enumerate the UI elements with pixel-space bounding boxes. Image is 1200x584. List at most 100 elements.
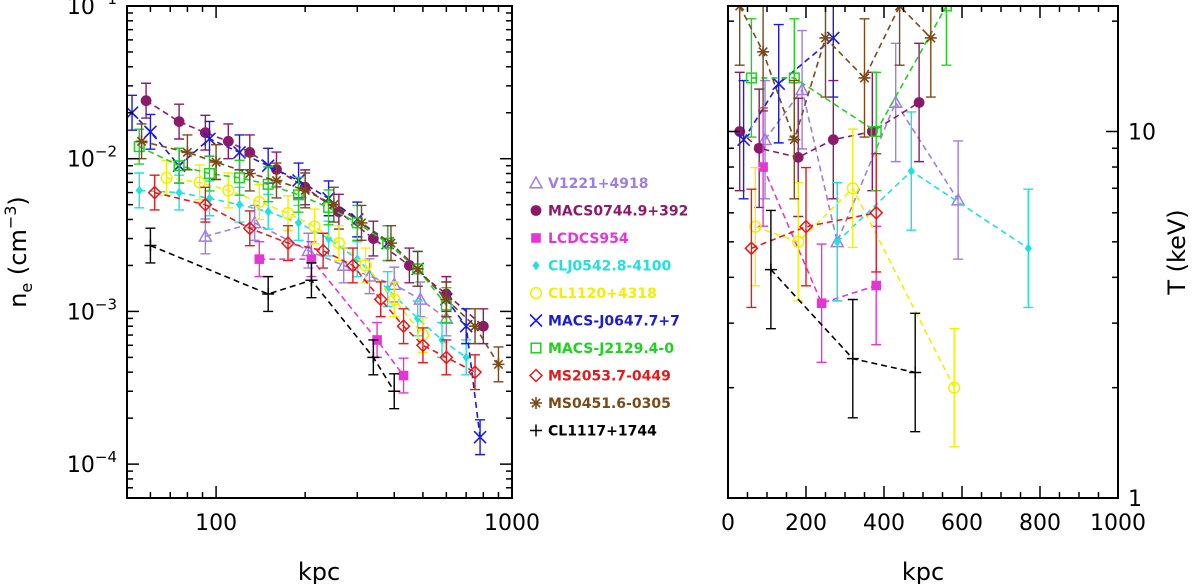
- data-point: [745, 72, 757, 84]
- data-point: [758, 162, 768, 172]
- error-bar: [347, 247, 358, 284]
- density-axis-ticks: 100 1000 10−4 10−3 10−2 10−1: [67, 0, 540, 536]
- x-tick-label: 800: [1019, 511, 1061, 536]
- legend-item: MACS0744.9+392: [530, 204, 688, 220]
- error-bar: [323, 189, 334, 226]
- data-point: [367, 351, 380, 364]
- legend-item: LCDCS954: [531, 231, 629, 247]
- error-bar: [871, 152, 882, 273]
- legend-label: MS0451.6-0305: [548, 396, 671, 412]
- data-point: [173, 116, 185, 127]
- data-point: [415, 338, 430, 353]
- temperature-y-axis-title: T (keV): [1163, 209, 1191, 295]
- data-point: [833, 237, 841, 247]
- legend-marker: [530, 342, 542, 354]
- data-point: [439, 350, 454, 365]
- legend-item: CL1117+1744: [530, 424, 657, 440]
- x-tick-label: 100: [195, 511, 237, 536]
- data-point: [413, 291, 428, 305]
- x-tick-label: 400: [863, 511, 905, 536]
- data-point: [222, 135, 234, 147]
- data-point: [373, 292, 388, 307]
- data-point: [362, 268, 377, 282]
- data-point: [281, 207, 295, 220]
- data-point: [757, 132, 773, 146]
- legend-item: CL1120+4318: [529, 286, 657, 302]
- series-line: [762, 166, 877, 305]
- error-bar: [441, 339, 452, 376]
- data-point: [744, 241, 759, 256]
- legend-marker: [530, 205, 542, 216]
- data-point: [913, 97, 925, 108]
- data-point: [788, 133, 801, 146]
- error-bar: [244, 210, 255, 247]
- data-point: [254, 254, 265, 264]
- error-bar: [417, 327, 428, 364]
- error-bar: [174, 147, 185, 184]
- data-point: [467, 365, 483, 380]
- data-point: [749, 220, 762, 233]
- x-tick-label: 0: [721, 511, 735, 536]
- error-bar: [254, 183, 265, 221]
- error-bar: [149, 174, 160, 211]
- density-y-axis-title: ne (cm−3): [1, 196, 36, 308]
- data-point: [294, 218, 303, 228]
- data-point: [270, 174, 283, 187]
- y-tick-label: 10: [1128, 120, 1156, 145]
- error-bar: [293, 176, 304, 213]
- series-line: [139, 189, 467, 359]
- data-point: [232, 145, 247, 159]
- data-point: [469, 320, 482, 333]
- series-line: [755, 186, 955, 389]
- data-point: [827, 134, 839, 146]
- temperature-plot-frame: [727, 5, 1119, 499]
- series-0: [757, 29, 966, 302]
- error-bar: [223, 172, 234, 209]
- data-point: [359, 259, 372, 272]
- error-bar: [200, 186, 211, 223]
- data-point: [144, 239, 157, 252]
- data-point: [924, 31, 937, 44]
- data-point: [772, 77, 786, 91]
- data-point: [870, 125, 882, 138]
- temperature-x-axis-title: kpc: [902, 558, 944, 584]
- data-point: [243, 167, 256, 180]
- series-6: [745, 6, 952, 192]
- data-point: [210, 156, 223, 169]
- data-point: [355, 216, 368, 229]
- data-point: [264, 206, 272, 217]
- data-point: [948, 381, 961, 394]
- error-bar: [828, 6, 839, 98]
- data-point: [306, 254, 317, 264]
- data-point: [869, 205, 884, 220]
- legend-label: MACS0744.9+392: [548, 204, 688, 220]
- error-bar: [283, 225, 293, 262]
- density-plot-frame: [126, 5, 513, 499]
- data-point: [1024, 243, 1032, 254]
- error-bar: [820, 6, 831, 98]
- data-point: [388, 385, 401, 398]
- legend-marker: [528, 368, 544, 383]
- data-point: [396, 319, 411, 334]
- data-point: [147, 185, 162, 200]
- series-line: [751, 6, 948, 133]
- data-point: [332, 236, 346, 250]
- error-bar: [263, 166, 274, 203]
- data-point: [222, 184, 235, 197]
- legend-label: MACS-J2129.4-0: [548, 341, 674, 357]
- legend-item: MS2053.7-0449: [528, 368, 671, 385]
- legend-item: MACS-J2129.4-0: [530, 341, 674, 357]
- error-bar: [360, 247, 371, 284]
- data-point: [473, 430, 487, 444]
- error-bar: [389, 281, 400, 318]
- data-point: [384, 237, 397, 250]
- error-bar: [398, 308, 409, 345]
- legend-item: MS0451.6-0305: [530, 396, 671, 412]
- data-point: [462, 352, 470, 363]
- series-line: [742, 37, 834, 141]
- data-point: [242, 221, 257, 236]
- error-bar: [470, 354, 481, 391]
